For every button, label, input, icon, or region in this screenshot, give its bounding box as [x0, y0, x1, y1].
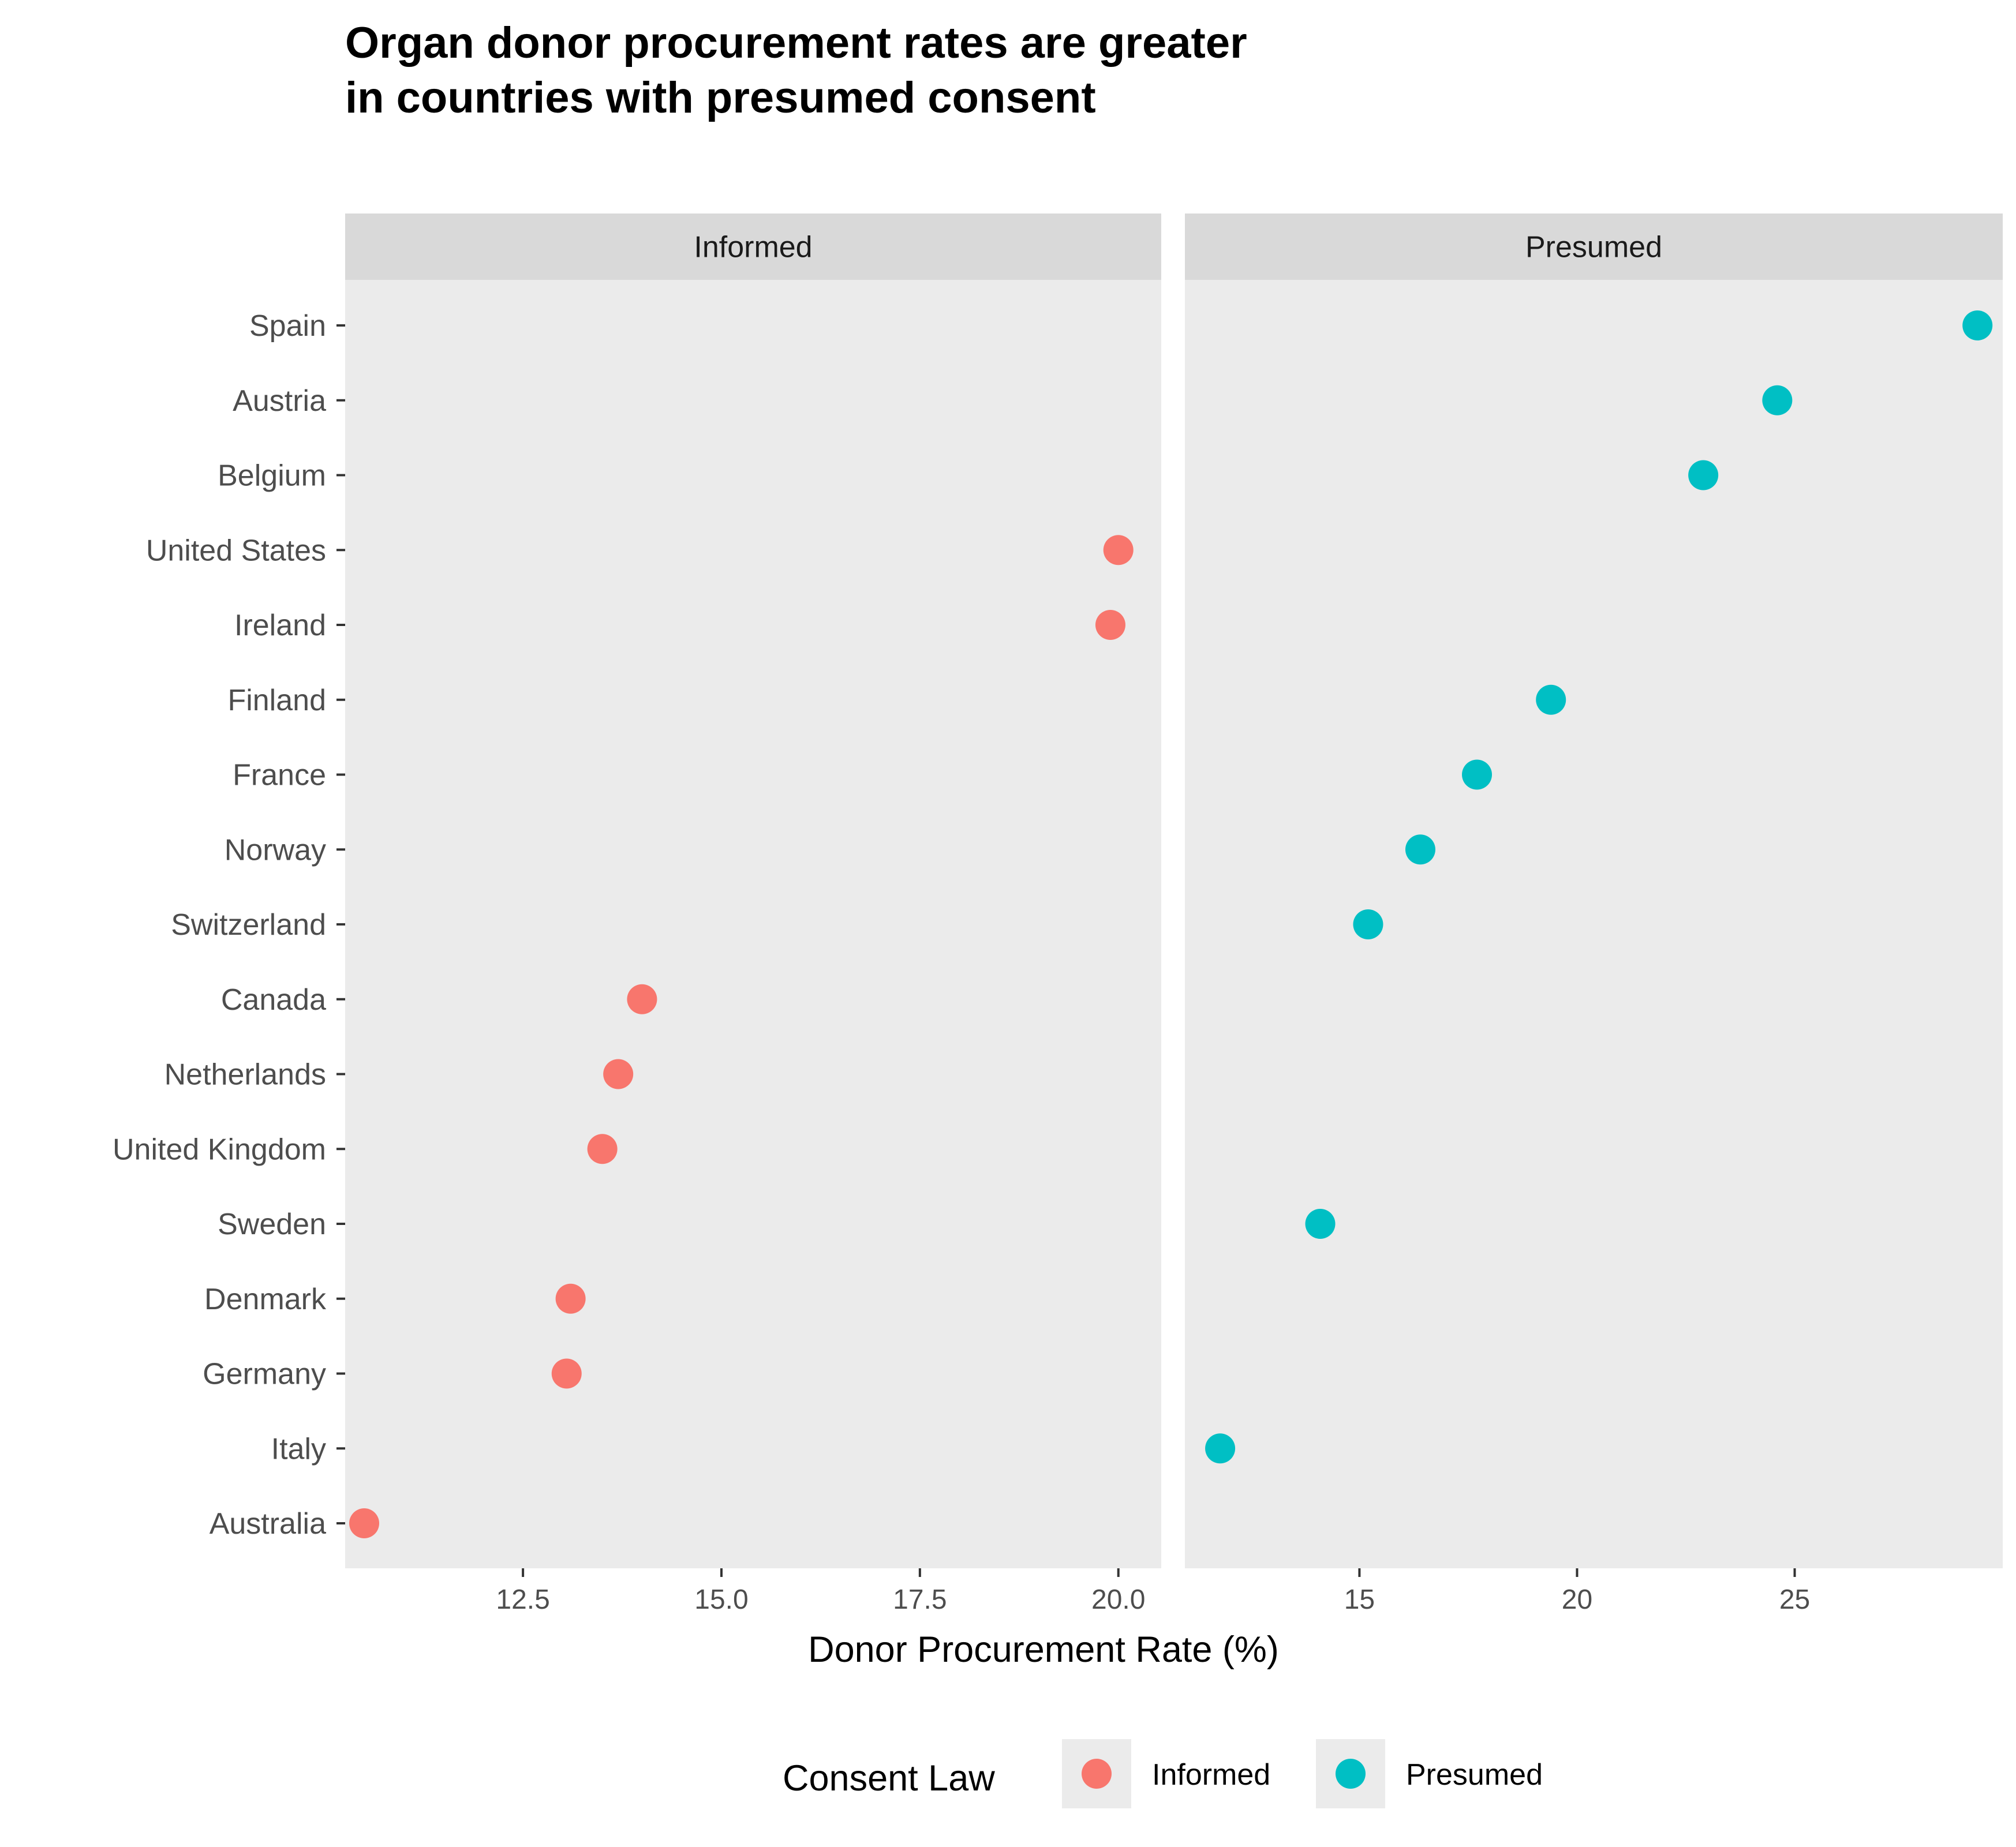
y-tick-label-norway: Norway: [225, 833, 326, 867]
point-germany: [551, 1358, 582, 1389]
y-tick-label-spain: Spain: [249, 309, 326, 343]
legend-dot-informed: [1082, 1759, 1112, 1789]
point-australia: [349, 1508, 380, 1538]
y-tick-label-belgium: Belgium: [218, 459, 326, 493]
x-tick-label-informed-2: 17.5: [893, 1584, 947, 1615]
y-tick-label-sweden: Sweden: [218, 1208, 326, 1241]
y-tick-label-australia: Australia: [210, 1507, 326, 1541]
strip-label-presumed: Presumed: [1525, 231, 1662, 264]
legend-dot-presumed: [1336, 1759, 1366, 1789]
y-tick-label-italy: Italy: [271, 1432, 326, 1466]
x-axis-title: Donor Procurement Rate (%): [808, 1629, 1279, 1670]
y-axis: Spain Austria Belgium United States Ireland F…: [113, 309, 345, 1541]
point-finland: [1536, 684, 1566, 715]
y-tick-label-switzerland: Switzerland: [171, 908, 326, 942]
y-tick-label-france: France: [233, 759, 326, 792]
point-belgium: [1688, 460, 1719, 490]
x-tick-label-presumed-2: 25: [1779, 1584, 1810, 1615]
y-tick-label-austria: Austria: [233, 384, 326, 418]
y-tick-label-finland: Finland: [227, 684, 326, 717]
y-tick-label-germany: Germany: [203, 1358, 326, 1391]
point-france: [1462, 759, 1493, 790]
chart-title: Organ donor procurement rates are greate…: [345, 18, 1247, 122]
x-tick-label-informed-1: 15.0: [694, 1584, 748, 1615]
point-spain: [1962, 310, 1993, 340]
legend-label-informed: Informed: [1152, 1758, 1270, 1792]
point-sweden: [1305, 1209, 1336, 1239]
strip-label-informed: Informed: [694, 231, 812, 264]
y-tick-label-denmark: Denmark: [204, 1283, 327, 1316]
legend-label-presumed: Presumed: [1406, 1758, 1543, 1792]
panel-background-informed: [345, 280, 1161, 1568]
point-italy: [1205, 1433, 1236, 1464]
y-tick-label-netherlands: Netherlands: [164, 1058, 326, 1092]
point-austria: [1762, 385, 1793, 415]
point-norway: [1405, 834, 1435, 865]
point-canada: [627, 984, 657, 1014]
strip-presumed: [1185, 213, 2003, 280]
x-tick-label-informed-0: 12.5: [496, 1584, 549, 1615]
panel-background-presumed: [1185, 280, 2003, 1568]
legend: Consent Law Informed Presumed: [783, 1739, 1543, 1808]
y-tick-label-united-states: United States: [146, 534, 326, 567]
x-axes: 12.5 15.0 17.5 20.0 15 20 25: [496, 1568, 1810, 1615]
point-ireland: [1095, 610, 1125, 640]
point-united-kingdom: [587, 1134, 618, 1164]
point-netherlands: [603, 1059, 634, 1089]
point-switzerland: [1353, 909, 1383, 939]
point-united-states: [1103, 535, 1134, 565]
x-tick-label-informed-3: 20.0: [1091, 1584, 1145, 1615]
x-tick-label-presumed-1: 20: [1562, 1584, 1592, 1615]
chart-title-line-1: Organ donor procurement rates are greate…: [345, 18, 1247, 68]
facet-panels: Informed Presumed: [345, 213, 2003, 1568]
x-tick-label-presumed-0: 15: [1344, 1584, 1375, 1615]
y-tick-label-united-kingdom: United Kingdom: [113, 1133, 326, 1166]
point-denmark: [555, 1283, 586, 1314]
chart-title-line-2: in countries with presumed consent: [345, 73, 1096, 122]
legend-title: Consent Law: [783, 1758, 995, 1799]
y-tick-label-canada: Canada: [221, 983, 326, 1017]
y-tick-label-ireland: Ireland: [234, 609, 326, 642]
strip-informed: [345, 213, 1161, 280]
